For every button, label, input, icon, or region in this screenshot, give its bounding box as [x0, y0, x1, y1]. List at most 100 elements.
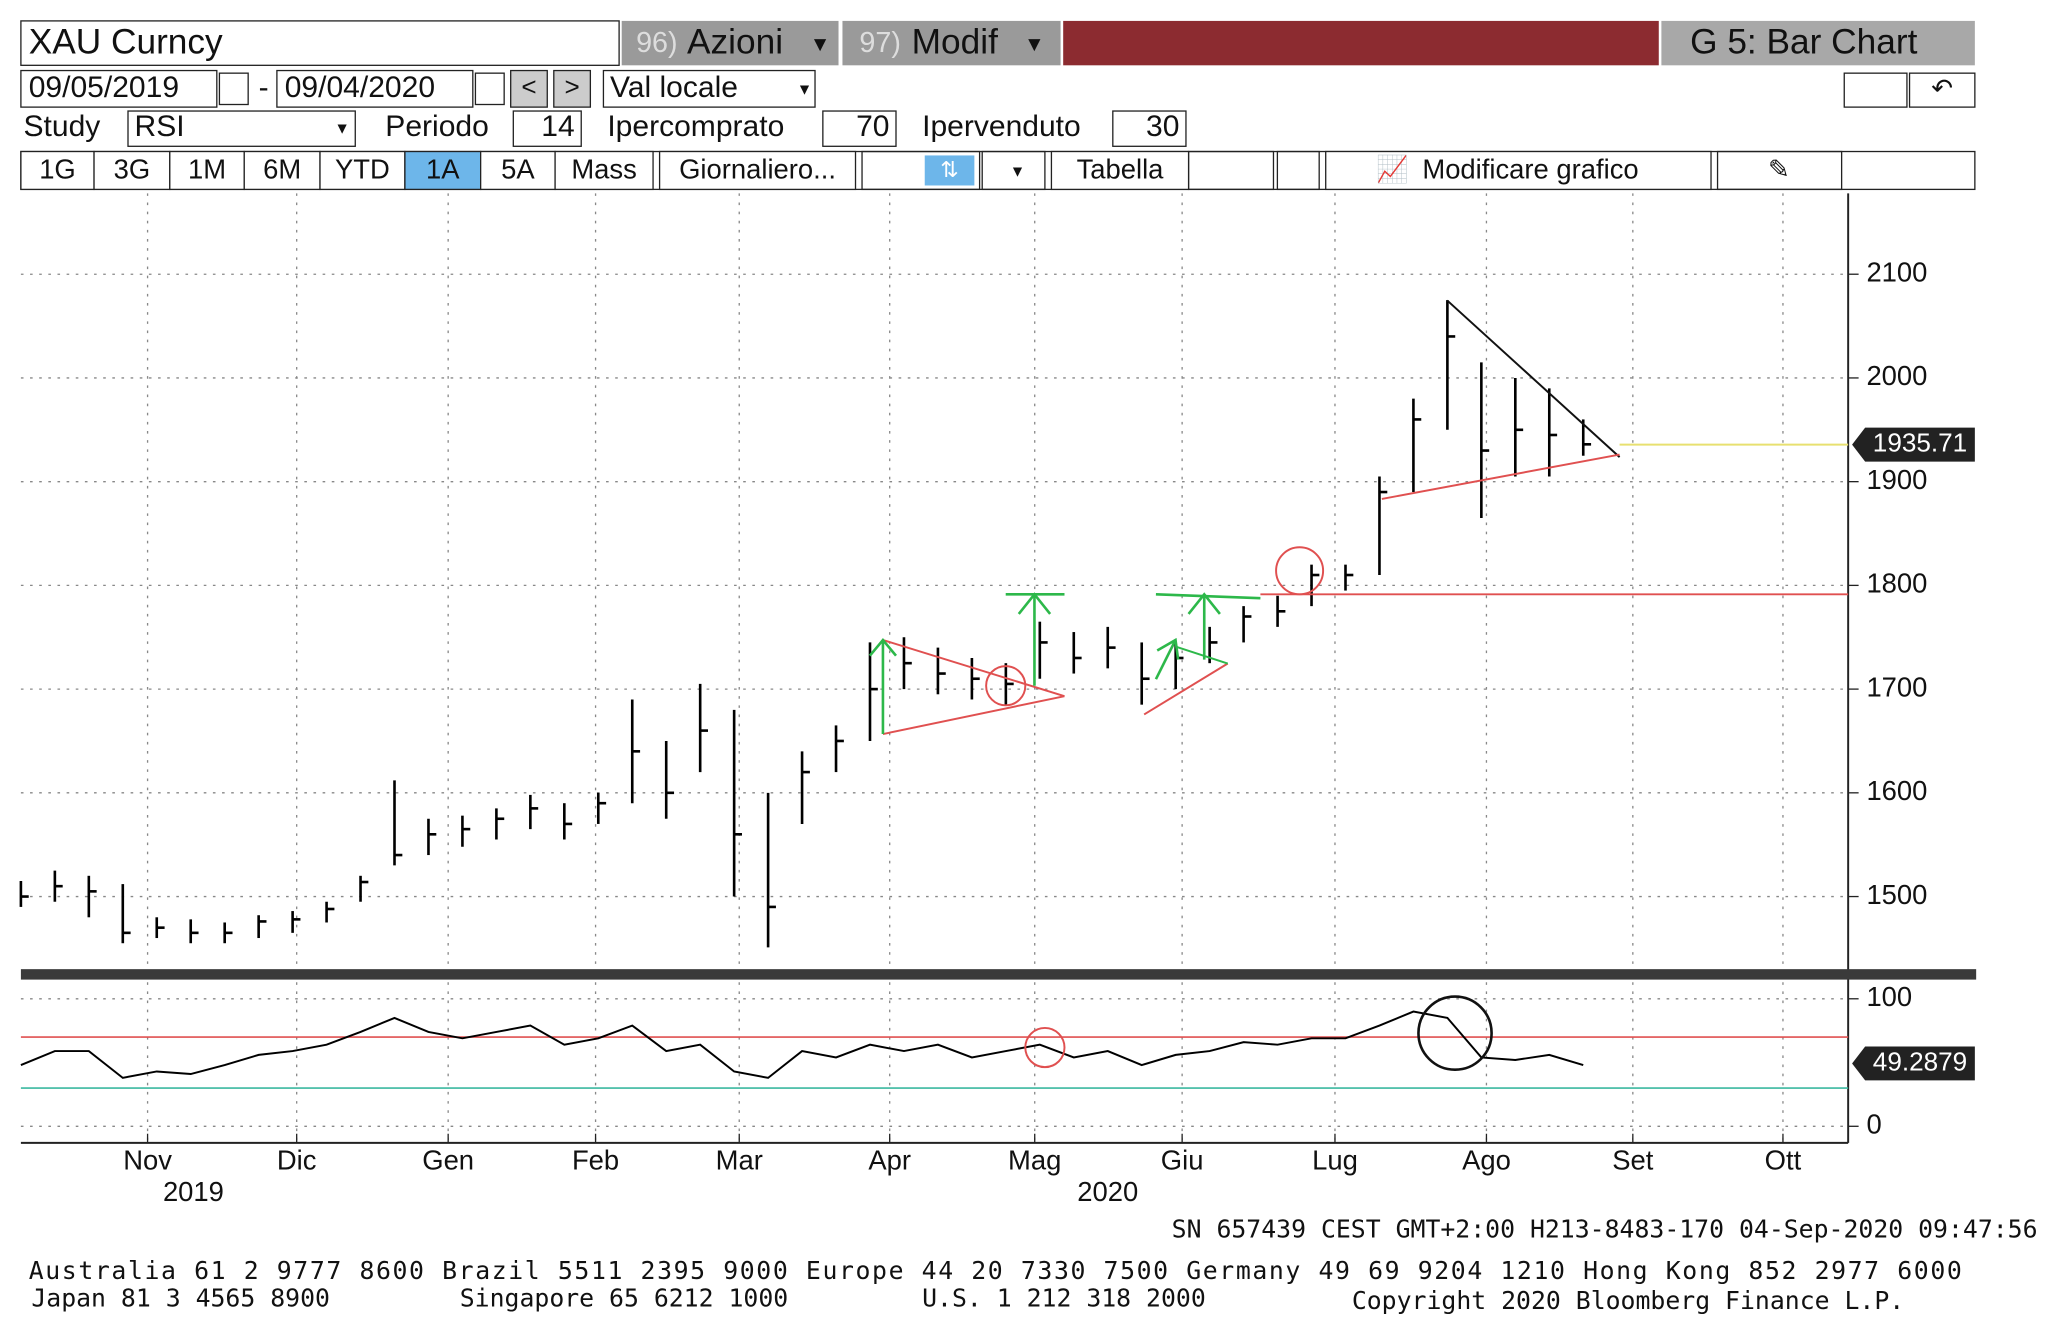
toolbar-cell — [861, 150, 981, 191]
menu-button[interactable] — [842, 20, 1061, 66]
button-label: 5A — [501, 153, 535, 184]
next-icon: > — [564, 72, 579, 102]
period-label: Periodo — [385, 110, 489, 143]
currency-select[interactable] — [602, 69, 816, 108]
date-separator: - — [259, 71, 269, 104]
y-tick-label: 1500 — [1866, 879, 1927, 910]
chart-type-icon: ⇅ — [940, 157, 959, 182]
x-tick-label: Mag — [1008, 1145, 1061, 1176]
annotations — [868, 299, 1849, 1072]
x-tick-label: Ago — [1462, 1145, 1511, 1176]
toolbar-button[interactable] — [658, 150, 857, 191]
toolbar-button[interactable] — [479, 150, 556, 191]
toolbar-button[interactable] — [554, 150, 654, 191]
highlight-circle — [985, 665, 1027, 707]
prev-button[interactable] — [510, 69, 548, 108]
footer-line: U.S. 1 212 318 2000 — [922, 1284, 1206, 1313]
menu-button[interactable] — [621, 20, 839, 66]
start-date: 09/05/2019 — [29, 71, 179, 104]
toolbar-button[interactable] — [93, 150, 171, 191]
button-label: 6M — [263, 153, 301, 184]
menu-number: 97) — [859, 27, 901, 59]
x-tick-label: Mar — [716, 1145, 763, 1176]
x-tick-label: Lug — [1312, 1145, 1358, 1176]
chart-type-button[interactable] — [924, 155, 975, 186]
arrow-head — [868, 637, 898, 657]
trend-line — [1381, 453, 1620, 500]
prev-icon: < — [521, 72, 536, 102]
edit-icon: ✎ — [1768, 154, 1790, 184]
y-tick-label: 1700 — [1866, 671, 1927, 702]
menu-label: Azioni — [687, 23, 783, 62]
ticker: XAU Curncy — [29, 23, 223, 62]
y-tick-label: 100 — [1866, 981, 1912, 1012]
highlight-circle — [1417, 995, 1493, 1072]
study-label: Study — [24, 110, 101, 143]
period-box[interactable] — [512, 110, 582, 147]
ticker-box[interactable] — [20, 20, 620, 66]
button-label: 1G — [39, 153, 76, 184]
y-tick-label: 2100 — [1866, 256, 1927, 287]
oversold-box[interactable] — [1112, 110, 1187, 147]
calendar-button[interactable] — [474, 72, 505, 106]
y-tick-label: 1600 — [1866, 775, 1927, 806]
x-tick-label: Gen — [422, 1145, 474, 1176]
button-label: Modificare grafico — [1422, 153, 1638, 184]
title-bar — [1063, 20, 1659, 66]
footer-line: Australia 61 2 9777 8600 Brazil 5511 239… — [29, 1256, 1962, 1285]
calendar-button[interactable] — [218, 72, 249, 106]
study-select[interactable] — [127, 110, 356, 147]
last-value: 49.2879 — [1873, 1046, 1967, 1076]
overbought: 70 — [856, 110, 889, 143]
panel-separator — [20, 969, 1977, 980]
oversold-label: Ipervenduto — [922, 110, 1081, 143]
session-info: SN 657439 CEST GMT+2:00 H213-8483-170 04… — [1172, 1214, 2038, 1243]
y-tick-label: 1800 — [1866, 568, 1927, 599]
toolbar-cell — [1276, 150, 1320, 191]
arrow — [1154, 639, 1177, 680]
function-box — [1661, 20, 1975, 66]
x-tick-label: Ott — [1765, 1145, 1802, 1176]
arrow-head — [1156, 637, 1180, 660]
dropdown-arrow: ▼ — [797, 81, 813, 98]
y-tick-label: 2000 — [1866, 360, 1927, 391]
trend-line — [1446, 299, 1621, 458]
x-tick-label: Nov — [123, 1145, 172, 1176]
year-label: 2020 — [1077, 1176, 1138, 1207]
last-value-badge — [1852, 1046, 1975, 1081]
refresh-button[interactable] — [1908, 72, 1976, 108]
date-box[interactable] — [276, 69, 474, 108]
toolbar-button[interactable] — [1050, 150, 1190, 191]
dropdown-arrow: ▼ — [810, 33, 831, 56]
toolbar-button[interactable] — [1325, 150, 1712, 191]
y-tick-label: 1900 — [1866, 464, 1927, 495]
period: 14 — [541, 110, 574, 143]
date-box[interactable] — [20, 69, 218, 108]
dropdown-arrow: ▼ — [334, 120, 350, 137]
button-label: Giornaliero... — [679, 153, 836, 184]
target-line — [1155, 592, 1261, 600]
toolbar-button[interactable] — [404, 150, 482, 191]
toolbar-cell — [1716, 150, 1843, 191]
menu-number: 96) — [636, 27, 678, 59]
x-tick-label: Set — [1612, 1145, 1654, 1176]
toolbar-button[interactable] — [319, 150, 406, 191]
toolbar-button[interactable] — [169, 150, 245, 191]
overbought-label: Ipercomprato — [607, 110, 784, 143]
x-tick-label: Apr — [868, 1145, 911, 1176]
input-box[interactable] — [1843, 72, 1908, 108]
footer-line: Singapore 65 6212 1000 — [460, 1284, 788, 1313]
end-date: 09/04/2020 — [285, 71, 435, 104]
edit-chart-icon: 📈 — [1376, 154, 1409, 184]
function-title: G 5: Bar Chart — [1690, 23, 1917, 62]
last-value-badge — [1852, 427, 1975, 462]
next-button[interactable] — [553, 69, 592, 108]
trend-line — [882, 695, 1065, 736]
last-value: 1935.71 — [1873, 428, 1967, 458]
overbought-box[interactable] — [822, 110, 897, 147]
button-label: YTD — [335, 153, 390, 184]
year-label: 2019 — [163, 1176, 224, 1207]
x-tick-label: Dic — [277, 1145, 317, 1176]
